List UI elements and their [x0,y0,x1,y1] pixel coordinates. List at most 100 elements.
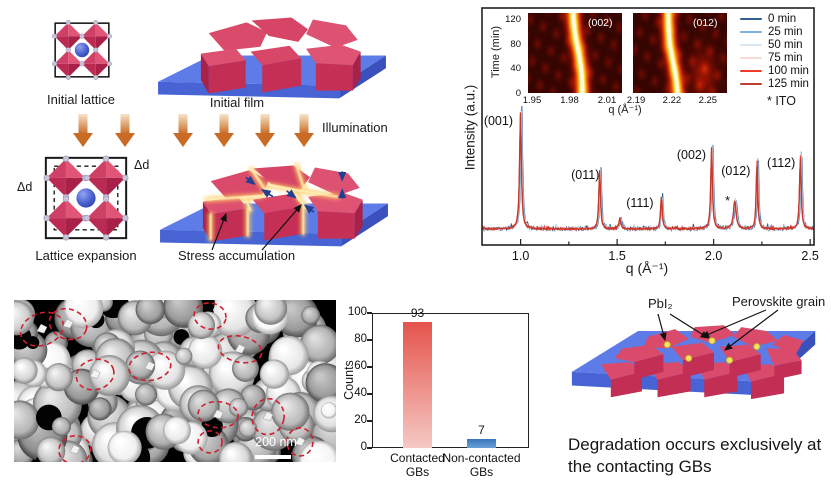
degradation-site-circle [75,358,115,391]
bar-contacted [403,322,432,448]
bar-y-tick-mark [367,393,372,395]
bar-y-tick-mark [367,312,372,314]
inset-time-tick: 40 [510,63,521,75]
bar-category-label: Contacted GBs [390,451,445,479]
bar-value-label: 7 [478,422,485,437]
legend-label: 50 min [768,38,803,51]
x-tick-label: 2.0 [704,249,723,263]
bar-y-tick-label: 80 [354,333,367,345]
heatmap-002-label: (002) [588,17,613,29]
legend-swatch [740,56,762,60]
x-tick-label: 1.0 [511,249,530,263]
degraded-film-graphic [571,325,816,400]
initial-lattice-label: Initial lattice [47,92,115,107]
legend-swatch [740,69,762,73]
heatmap-012-label: (012) [693,17,718,29]
bar-y-tick-label: 20 [354,414,367,426]
illumination-label: Illumination [322,120,388,135]
inset-x-tick: 2.19 [626,95,646,106]
bar-y-tick-label: 100 [347,306,367,318]
legend-label: 125 min [768,77,809,90]
initial-lattice-graphic [52,20,112,80]
legend-label: 75 min [768,51,803,64]
down-arrow-icon [294,114,314,147]
peak-label: (001) [483,114,513,128]
xrd-ylabel: Intensity (a.u.) [462,84,478,171]
bar-category-label: Non-contacted GBs [442,451,521,479]
sem-scalebar-label: 200 nm [255,435,297,449]
legend-swatch [740,43,762,47]
pbi2-bright-spot [212,409,224,419]
pbi2-bright-spot [294,436,306,447]
stress-glow [204,163,340,242]
delta-d-left-label: Δd [17,180,33,194]
down-arrow-icon [173,114,193,147]
lattice-expansion-graphic [43,155,129,241]
pbi2-bright-spot [62,318,74,329]
sem-circle-overlay [19,302,314,462]
degradation-panel: PbI₂ Perovskite grain Degradation occurs… [560,288,831,480]
pbi2-dots [663,337,761,364]
delta-d-top-label: Δd [134,158,150,172]
degradation-site-circle [19,311,65,347]
inset-time-tick: 120 [505,14,521,26]
initial-film-label: Initial film [209,95,265,110]
legend-swatch [740,82,762,86]
x-tick-label: 1.5 [608,249,626,263]
pbi2-bright-spot [262,411,274,421]
stress-arrows [245,171,347,214]
legend-swatch [740,17,762,21]
legend-swatch [740,30,762,34]
peak-label: (012) [721,164,751,178]
peak-label: (111) [626,196,654,210]
inset-x-tick: 2.22 [662,95,682,106]
mechanism-panel: Initial lattice Initial film Il [0,0,460,290]
initial-film-graphic [158,17,386,99]
xrd-xlabel: q (Å⁻¹) [625,260,669,276]
legend-item: 100 min [740,65,809,77]
inset-x-tick: 1.95 [522,95,542,106]
degradation-site-circle [197,430,223,454]
heatmap-012 [633,13,727,93]
lattice-expansion-label: Lattice expansion [35,248,137,263]
peak-label: (011) [571,168,600,182]
legend-item: 125 min [740,78,809,90]
bar-y-tick-label: 40 [354,387,367,399]
peak-label: (112) [767,156,796,170]
bar-non-contacted [467,438,496,448]
degradation-site-circle [58,434,92,462]
degradation-site-circle [217,334,263,364]
bar-y-tick-label: 0 [360,441,367,453]
down-arrow-icon [214,114,234,147]
inset-x-tick: 2.01 [597,95,617,106]
inset-x-tick: 1.98 [560,95,579,106]
sem-panel: 200 nm [14,300,336,462]
bar-y-tick-label: 60 [354,360,367,372]
bar-y-tick-mark [367,339,372,341]
legend-item: 25 min [740,26,803,38]
down-arrow-icon [255,114,275,147]
pbi2-bright-spot [89,369,101,379]
legend-label: 100 min [768,64,809,77]
xrd-panel: Intensity (a.u.) q (Å⁻¹) 1.0 1.5 2.0 2.5 (0… [455,0,831,290]
bar-y-tick-mark [367,366,372,368]
bar-chart-panel: Counts 0 20 40 60 80 100 93 7 Contacted GBs Non-… [342,290,560,480]
bar-value-label: 93 [410,306,425,321]
inset-xlabel: q (Å⁻¹) [608,104,642,116]
illumination-arrows [73,114,314,147]
bar-y-tick-mark [367,420,372,422]
down-arrow-icon [115,114,135,147]
ito-note: * ITO [767,94,796,108]
degradation-site-circle [128,351,172,382]
legend-item: 50 min [740,39,803,51]
legend-label: 25 min [768,25,803,38]
peak-label: * [725,194,730,208]
legend-label: 0 min [768,12,797,25]
stressed-film-graphic [160,163,388,247]
pbi2-bright-spot [36,323,48,334]
pbi2-bright-spot [144,361,156,371]
legend-item: 75 min [740,52,803,64]
heatmap-002 [528,13,622,93]
degradation-site-circle [251,397,285,436]
